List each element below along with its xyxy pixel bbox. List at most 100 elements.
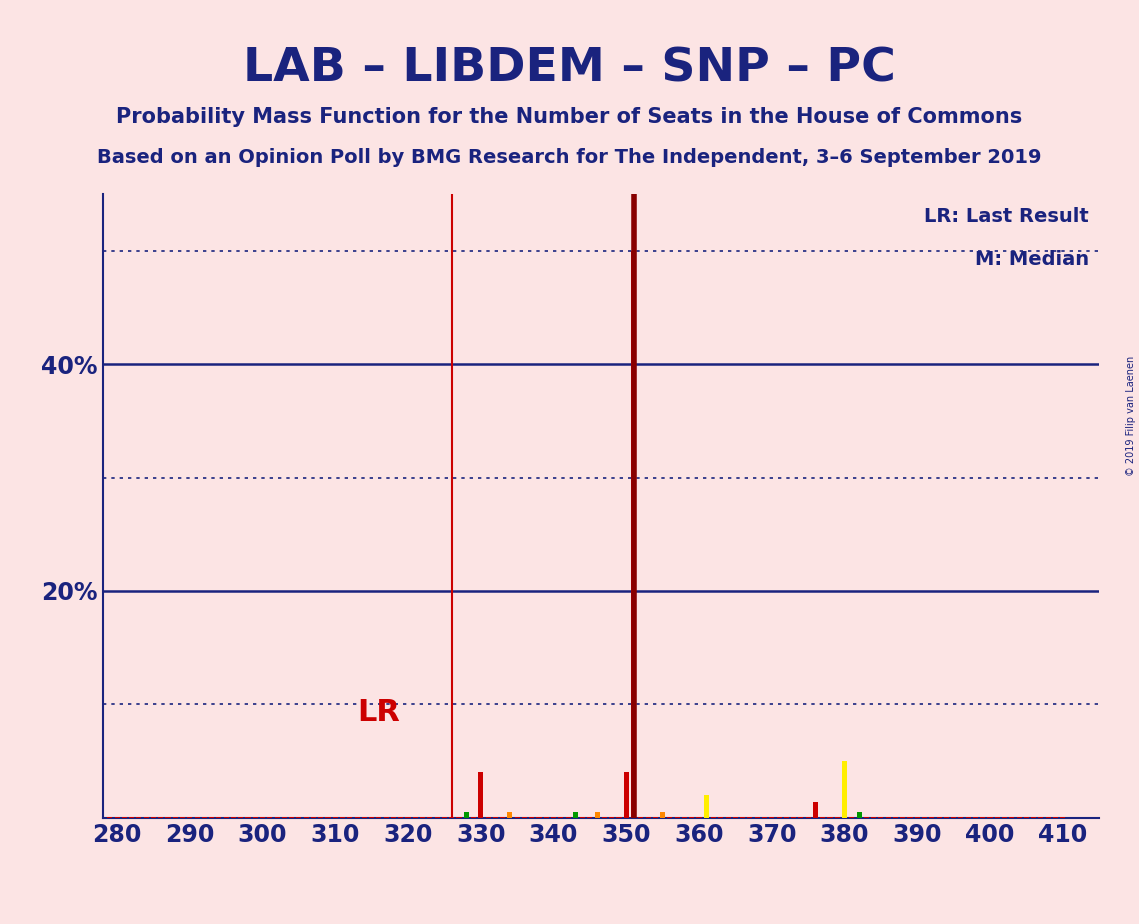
Bar <box>769 817 775 818</box>
Bar <box>442 817 446 818</box>
Bar <box>792 817 796 818</box>
Bar <box>726 817 731 818</box>
Bar <box>173 817 178 818</box>
Bar <box>129 817 134 818</box>
Bar <box>289 817 294 818</box>
Bar <box>863 817 869 818</box>
Bar <box>732 817 738 818</box>
Bar <box>827 817 833 818</box>
Bar <box>485 817 491 818</box>
Bar <box>1009 817 1015 818</box>
Bar <box>704 795 708 818</box>
Bar <box>601 817 607 818</box>
Bar <box>944 817 949 818</box>
Bar <box>333 817 338 818</box>
Bar <box>1017 817 1022 818</box>
Text: Probability Mass Function for the Number of Seats in the House of Commons: Probability Mass Function for the Number… <box>116 107 1023 128</box>
Bar <box>566 817 571 818</box>
Bar <box>464 812 469 818</box>
Bar <box>689 817 695 818</box>
Bar <box>842 761 847 818</box>
Bar <box>994 817 1000 818</box>
Bar <box>915 817 920 818</box>
Bar <box>137 817 141 818</box>
Bar <box>507 817 513 818</box>
Bar <box>711 817 716 818</box>
Bar <box>616 817 622 818</box>
Bar <box>274 817 280 818</box>
Bar <box>951 817 956 818</box>
Bar <box>820 817 826 818</box>
Bar <box>522 817 527 818</box>
Bar <box>1039 817 1043 818</box>
Bar <box>762 817 767 818</box>
Bar <box>667 817 672 818</box>
Bar <box>210 817 214 818</box>
Bar <box>1046 817 1051 818</box>
Bar <box>857 812 861 818</box>
Bar <box>412 817 418 818</box>
Bar <box>536 817 541 818</box>
Text: M: Median: M: Median <box>975 250 1089 269</box>
Bar <box>223 817 229 818</box>
Bar <box>638 817 644 818</box>
Bar <box>144 817 149 818</box>
Bar <box>268 817 272 818</box>
Bar <box>515 817 519 818</box>
Bar <box>231 817 236 818</box>
Bar <box>871 817 876 818</box>
Bar <box>981 817 985 818</box>
Bar <box>696 817 702 818</box>
Bar <box>543 817 549 818</box>
Bar <box>653 817 658 818</box>
Bar <box>260 817 265 818</box>
Bar <box>813 802 818 818</box>
Bar <box>1052 817 1058 818</box>
Bar <box>341 817 345 818</box>
Bar <box>719 817 723 818</box>
Bar <box>936 817 942 818</box>
Text: LR: LR <box>358 698 401 727</box>
Bar <box>595 817 600 818</box>
Bar <box>886 817 891 818</box>
Bar <box>500 817 506 818</box>
Bar <box>470 817 476 818</box>
Text: Based on an Opinion Poll by BMG Research for The Independent, 3–6 September 2019: Based on an Opinion Poll by BMG Research… <box>97 148 1042 166</box>
Bar <box>376 817 382 818</box>
Bar <box>530 817 534 818</box>
Bar <box>369 817 375 818</box>
Bar <box>158 817 163 818</box>
Bar <box>304 817 309 818</box>
Bar <box>1031 817 1036 818</box>
Bar <box>1060 817 1065 818</box>
Bar <box>850 817 854 818</box>
Bar <box>740 817 745 818</box>
Bar <box>609 817 614 818</box>
Bar <box>674 817 680 818</box>
Bar <box>122 817 126 818</box>
Bar <box>573 812 577 818</box>
Bar <box>318 817 323 818</box>
Bar <box>588 817 592 818</box>
Bar <box>354 817 360 818</box>
Bar <box>202 817 207 818</box>
Bar <box>457 817 461 818</box>
Bar <box>362 817 367 818</box>
Text: LR: Last Result: LR: Last Result <box>925 207 1089 225</box>
Bar <box>165 817 171 818</box>
Bar <box>507 812 513 818</box>
Bar <box>551 817 556 818</box>
Bar <box>187 817 192 818</box>
Bar <box>296 817 302 818</box>
Bar <box>326 817 330 818</box>
Bar <box>115 817 120 818</box>
Bar <box>216 817 221 818</box>
Bar <box>966 817 970 818</box>
Text: © 2019 Filip van Laenen: © 2019 Filip van Laenen <box>1126 356 1136 476</box>
Bar <box>195 817 199 818</box>
Bar <box>805 817 811 818</box>
Bar <box>661 812 665 818</box>
Bar <box>246 817 251 818</box>
Bar <box>631 250 636 818</box>
Bar <box>661 817 665 818</box>
